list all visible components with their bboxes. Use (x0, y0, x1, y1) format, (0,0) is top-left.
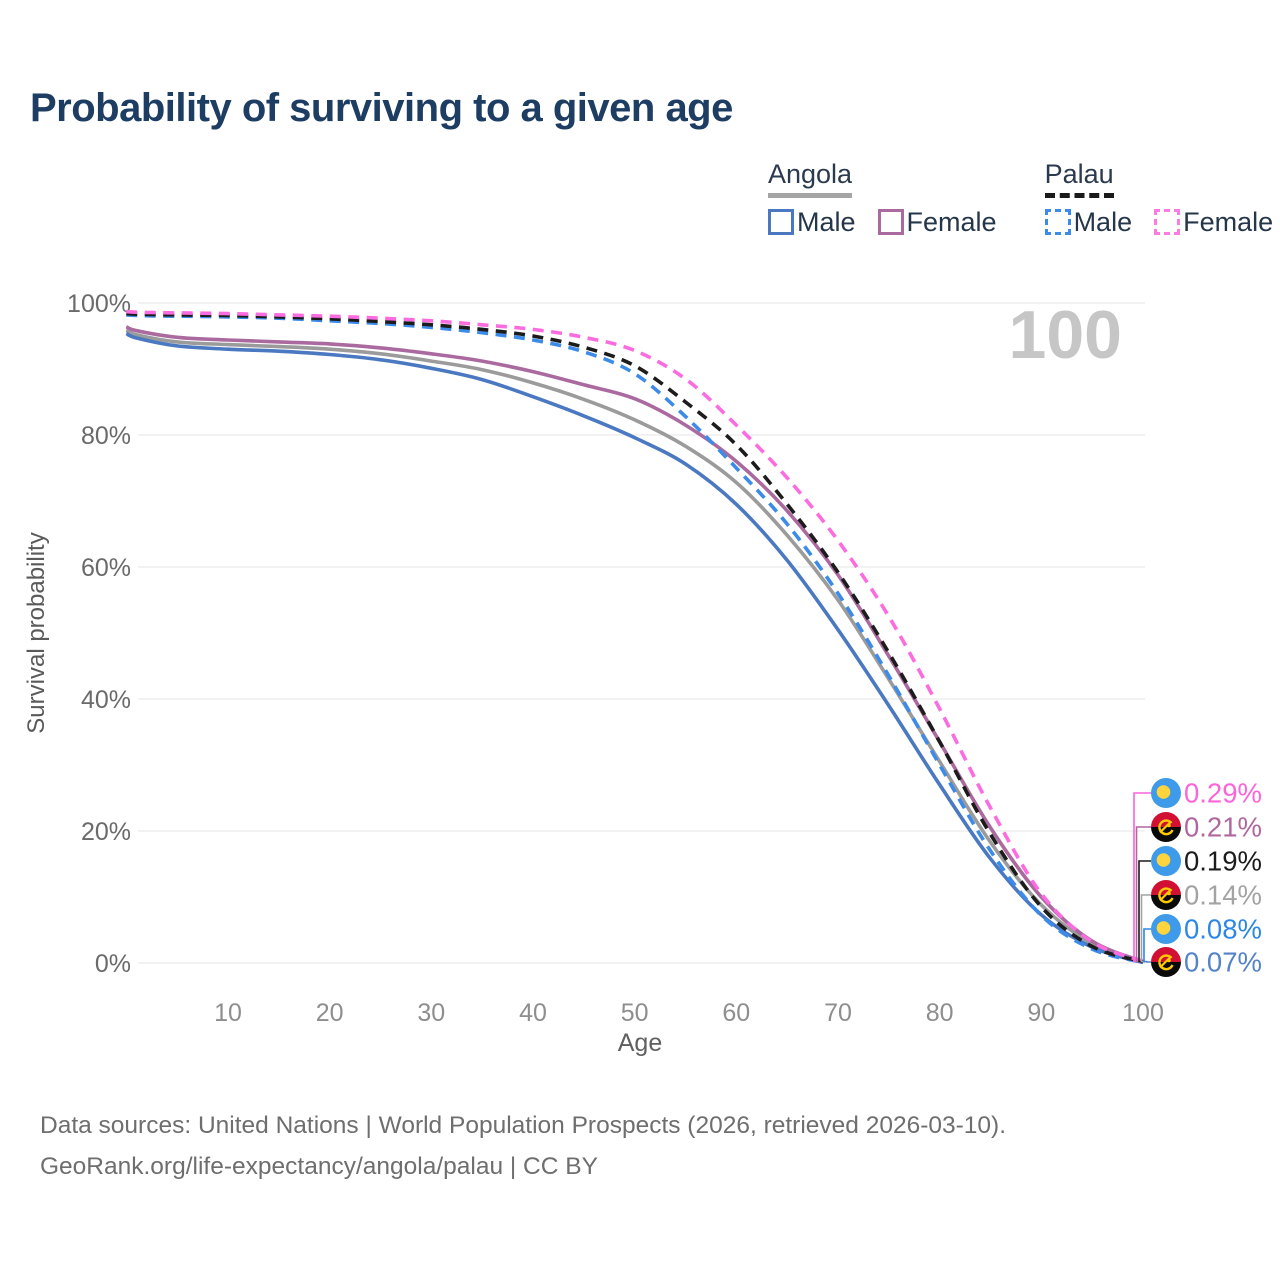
x-tick-label: 60 (722, 999, 750, 1027)
legend-item-label: Female (1183, 206, 1274, 237)
callout-value: 0.14% (1184, 880, 1262, 911)
x-tick-label: 50 (621, 999, 649, 1027)
line-swatch-dashed (1154, 209, 1181, 236)
page-title: Probability of surviving to a given age (30, 86, 733, 130)
legend-item-palau-female[interactable]: Female (1154, 207, 1273, 238)
callout-value: 0.07% (1184, 947, 1262, 978)
legend-item-palau-male[interactable]: Male (1044, 206, 1133, 238)
x-tick-label: 80 (926, 999, 954, 1027)
line-palau-both[interactable] (126, 311, 1144, 964)
callout-connector (1143, 928, 1151, 963)
legend-item-label: Male (797, 206, 856, 237)
callout-value: 0.29% (1184, 778, 1262, 809)
y-axis-title: Survival probability (23, 532, 50, 733)
y-tick-label: 100% (67, 290, 131, 318)
legend: Angola Male Female Palau Male (768, 159, 1273, 238)
x-tick-label: 100 (1122, 999, 1164, 1027)
line-angola-both[interactable] (125, 328, 1144, 964)
line-angola-male[interactable] (125, 331, 1144, 965)
y-tick-label: 40% (81, 686, 131, 714)
x-axis-title: Age (618, 1029, 662, 1057)
y-tick-label: 20% (81, 818, 131, 846)
y-tick-label: 80% (81, 422, 131, 450)
x-tick-label: 30 (417, 999, 445, 1027)
legend-entity-angola[interactable]: Angola (768, 159, 853, 198)
flag-icon-angola (1151, 812, 1181, 842)
flag-icon-angola (1151, 880, 1181, 910)
legend-group-angola: Angola Male Female (768, 159, 997, 238)
callout-value: 0.21% (1184, 812, 1262, 843)
flag-icon-palau (1151, 846, 1181, 876)
line-swatch-dashed (1044, 209, 1071, 236)
x-tick-label: 90 (1027, 999, 1055, 1027)
legend-entity-palau[interactable]: Palau (1044, 159, 1114, 198)
line-swatch-solid (877, 209, 904, 236)
line-palau-female[interactable] (126, 309, 1144, 963)
legend-items-angola: Male Female (768, 207, 997, 238)
callout-value: 0.19% (1184, 846, 1262, 877)
legend-item-angola-male[interactable]: Male (768, 207, 856, 238)
attribution-note: GeoRank.org/life-expectancy/angola/palau… (40, 1153, 598, 1180)
y-tick-label: 60% (81, 554, 131, 582)
y-tick-label: 0% (95, 950, 131, 978)
legend-items-palau: Male Female (1044, 206, 1273, 238)
legend-group-palau: Palau Male Female (1044, 159, 1273, 238)
callout-value: 0.08% (1184, 914, 1262, 945)
x-tick-label: 40 (519, 999, 547, 1027)
legend-item-angola-female[interactable]: Female (877, 206, 997, 238)
flag-icon-angola (1151, 947, 1181, 977)
line-angola-female[interactable] (125, 325, 1144, 964)
age-watermark: 100 (1009, 297, 1122, 373)
flag-icon-palau (1151, 778, 1181, 808)
x-tick-label: 20 (316, 999, 344, 1027)
flag-icon-palau (1151, 914, 1181, 944)
legend-item-label: Female (906, 206, 997, 237)
x-tick-label: 70 (824, 999, 852, 1027)
line-palau-male[interactable] (126, 313, 1144, 965)
x-tick-label: 10 (214, 999, 242, 1027)
callout-connector (1145, 960, 1151, 963)
line-swatch-solid (768, 209, 794, 236)
footer: Data sources: United Nations | World Pop… (40, 1105, 1006, 1187)
data-source-note: Data sources: United Nations | World Pop… (40, 1112, 1007, 1139)
legend-item-label: Male (1073, 206, 1133, 237)
